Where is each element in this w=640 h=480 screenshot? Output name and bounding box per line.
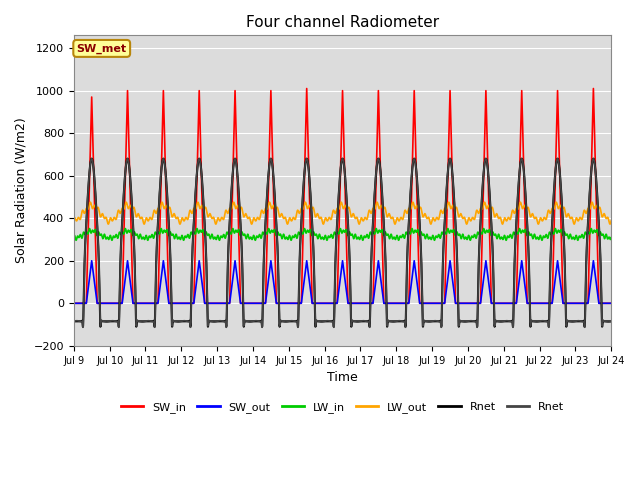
LW_out [104, 221, 112, 227]
Y-axis label: Solar Radiation (W/m2): Solar Radiation (W/m2) [15, 118, 28, 264]
LW_in [607, 236, 614, 242]
Rnet [607, 318, 615, 324]
LW_out [463, 221, 471, 227]
SW_in [323, 300, 330, 306]
LW_in [433, 235, 441, 240]
Title: Four channel Radiometer: Four channel Radiometer [246, 15, 439, 30]
SW_out [463, 300, 470, 306]
Rnet [166, 257, 174, 263]
LW_in [463, 237, 471, 242]
Rnet [88, 156, 95, 162]
LW_out [493, 213, 501, 218]
LW_out [323, 216, 330, 222]
Rnet [607, 319, 614, 324]
Line: Rnet: Rnet [74, 159, 611, 327]
Rnet [166, 258, 174, 264]
SW_in [493, 300, 501, 306]
LW_out [86, 199, 94, 205]
Rnet [70, 318, 77, 324]
Line: LW_out: LW_out [74, 202, 611, 224]
Rnet [493, 318, 501, 324]
Text: SW_met: SW_met [77, 43, 127, 54]
SW_in [166, 300, 174, 306]
Line: SW_in: SW_in [74, 88, 611, 303]
Rnet [545, 324, 553, 330]
Rnet [88, 156, 95, 162]
Line: LW_in: LW_in [74, 228, 611, 240]
Line: SW_out: SW_out [74, 261, 611, 303]
SW_out [88, 258, 95, 264]
X-axis label: Time: Time [327, 371, 358, 384]
Rnet [433, 318, 441, 324]
SW_out [493, 300, 501, 306]
LW_out [607, 220, 614, 226]
SW_out [433, 300, 441, 306]
Line: Rnet: Rnet [74, 159, 611, 327]
LW_in [166, 229, 174, 235]
Rnet [545, 324, 553, 330]
Rnet [433, 318, 441, 324]
SW_out [607, 300, 615, 306]
LW_in [607, 235, 615, 240]
LW_in [323, 237, 330, 242]
LW_out [167, 207, 175, 213]
SW_in [70, 300, 77, 306]
Rnet [463, 318, 470, 324]
Legend: SW_in, SW_out, LW_in, LW_out, Rnet, Rnet: SW_in, SW_out, LW_in, LW_out, Rnet, Rnet [116, 398, 568, 418]
Rnet [463, 319, 470, 324]
SW_in [607, 300, 614, 306]
LW_in [70, 234, 77, 240]
Rnet [323, 318, 330, 324]
LW_out [433, 215, 441, 221]
Rnet [493, 318, 501, 324]
LW_out [607, 218, 615, 224]
SW_out [323, 300, 330, 306]
SW_in [303, 85, 310, 91]
SW_in [433, 300, 441, 306]
LW_out [70, 217, 77, 223]
SW_in [607, 300, 615, 306]
Rnet [607, 319, 615, 324]
LW_in [86, 226, 93, 231]
Rnet [70, 318, 77, 324]
LW_in [180, 237, 188, 243]
LW_in [493, 235, 501, 241]
SW_in [463, 300, 470, 306]
SW_out [166, 300, 174, 306]
Rnet [323, 318, 330, 324]
Rnet [607, 318, 614, 324]
SW_out [70, 300, 77, 306]
SW_out [607, 300, 614, 306]
